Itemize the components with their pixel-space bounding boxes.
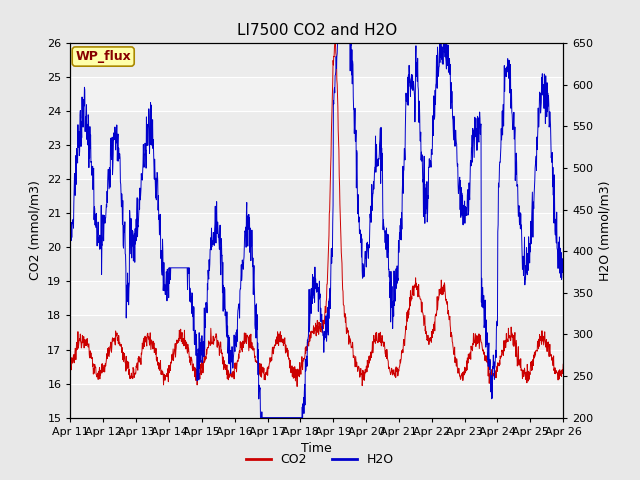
Bar [70,180,563,214]
Bar [70,384,563,418]
Title: LI7500 CO2 and H2O: LI7500 CO2 and H2O [237,23,397,38]
Text: WP_flux: WP_flux [76,50,131,63]
Y-axis label: H2O (mmol/m3): H2O (mmol/m3) [599,180,612,281]
Legend: CO2, H2O: CO2, H2O [241,448,399,471]
Y-axis label: CO2 (mmol/m3): CO2 (mmol/m3) [29,180,42,280]
Bar [70,315,563,349]
X-axis label: Time: Time [301,442,332,455]
Bar [70,43,563,77]
Bar [70,111,563,145]
Bar [70,247,563,281]
